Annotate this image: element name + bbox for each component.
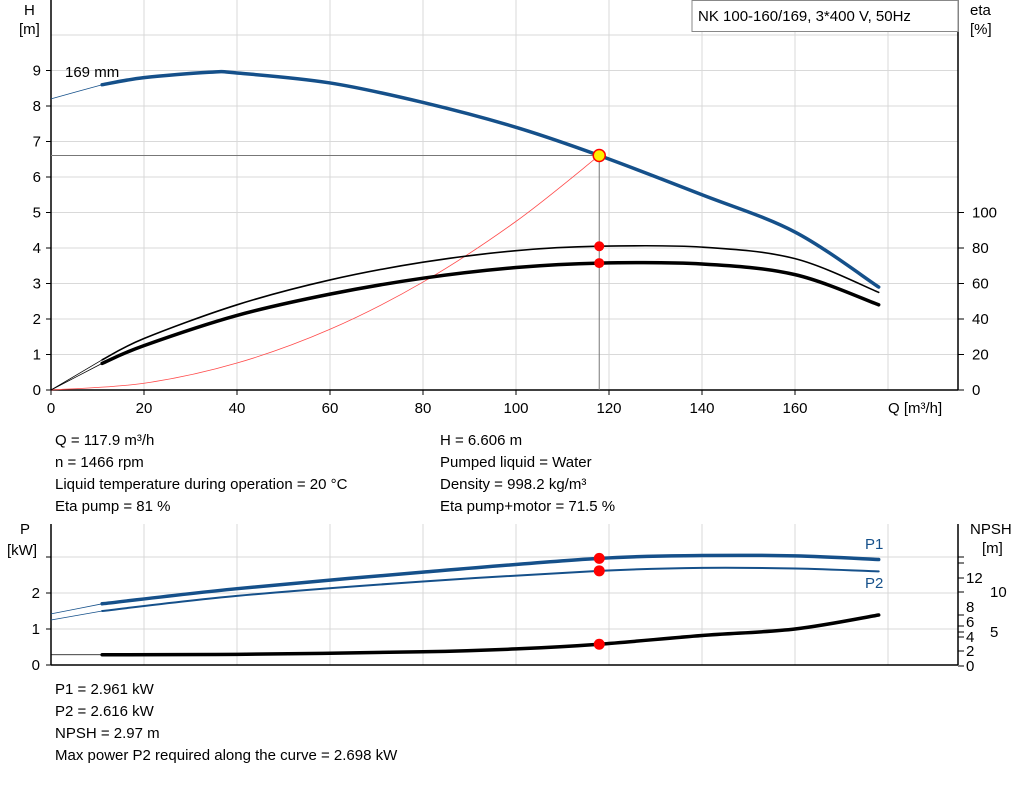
p-tick-label: 2 — [32, 585, 40, 602]
p-tick-label: 1 — [32, 621, 40, 638]
p2-point — [593, 565, 605, 577]
eta-pump-motor-curve — [100, 260, 881, 366]
info-eta-pump: Eta pump = 81 % — [55, 498, 171, 515]
eta-pump-point — [594, 241, 605, 252]
y-left-tick-label: 6 — [33, 169, 41, 186]
x-tick-label: 80 — [415, 400, 432, 417]
npsh-tick-label: 6 — [966, 614, 974, 631]
top-grid — [50, 0, 959, 391]
y-left-tick-label: 7 — [33, 134, 41, 151]
p-label: P — [20, 521, 30, 538]
npsh-label: NPSH — [970, 521, 1012, 538]
y-right-tick-label: 40 — [972, 311, 989, 328]
info-p2: P2 = 2.616 kW — [55, 703, 155, 720]
x-tick-label: 20 — [136, 400, 153, 417]
head-curve-extension — [50, 84, 103, 100]
info-h: H = 6.606 m — [440, 432, 522, 449]
curve-label-169mm: 169 mm — [65, 64, 119, 81]
y-left-tick-label: 1 — [33, 347, 41, 364]
y-right-tick-label: 0 — [972, 382, 980, 399]
y-right-label-unit: [%] — [970, 21, 992, 38]
npsh-tick-label: 5 — [990, 624, 998, 641]
p1-curve-extension — [50, 603, 103, 615]
y-left-label-h: H — [24, 2, 35, 19]
legend-text: NK 100-160/169, 3*400 V, 50Hz — [698, 8, 911, 25]
npsh-point — [593, 638, 605, 650]
y-right-tick-label: 80 — [972, 240, 989, 257]
system-curve — [50, 155, 600, 391]
y-left-tick-label: 2 — [33, 311, 41, 328]
y-left-tick-label: 5 — [33, 205, 41, 222]
npsh-tick-label: 8 — [966, 599, 974, 616]
npsh-unit: [m] — [982, 540, 1003, 557]
legend-box — [691, 0, 959, 32]
p2-curve-extension — [50, 610, 103, 621]
p1-point — [593, 552, 605, 564]
x-axis-label: Q [m³/h] — [888, 400, 942, 417]
info-max-p2: Max power P2 required along the curve = … — [55, 747, 398, 764]
x-tick-label: 100 — [503, 400, 528, 417]
info-liquid: Pumped liquid = Water — [440, 454, 592, 471]
npsh-curve — [100, 613, 881, 657]
eta-total-point — [594, 258, 605, 269]
y-left-tick-label: 4 — [33, 240, 41, 257]
x-tick-label: 60 — [322, 400, 339, 417]
npsh-tick-label: 12 — [966, 570, 983, 587]
duty-point — [592, 148, 606, 163]
info-q: Q = 117.9 m³/h — [55, 432, 154, 449]
y-left-tick-label: 0 — [33, 382, 41, 399]
info-top-left: Q = 117.9 m³/h n = 1466 rpm Liquid tempe… — [55, 432, 348, 515]
y-left-tick-label: 3 — [33, 276, 41, 293]
x-tick-label: 160 — [782, 400, 807, 417]
p-tick-label: 0 — [32, 657, 40, 674]
y-left-tick-label: 8 — [33, 98, 41, 115]
info-temp: Liquid temperature during operation = 20… — [55, 476, 348, 493]
eta-pump-curve-extension — [50, 359, 103, 391]
x-tick-label: 140 — [689, 400, 714, 417]
npsh-tick-label: 10 — [990, 584, 1007, 601]
info-p1: P1 = 2.961 kW — [55, 681, 155, 698]
info-density: Density = 998.2 kg/m³ — [440, 476, 586, 493]
x-tick-label: 40 — [229, 400, 246, 417]
y-left-tick-label: 9 — [33, 63, 41, 80]
p1-series-label: P1 — [865, 536, 883, 553]
y-left-label-unit: [m] — [19, 21, 40, 38]
info-npsh: NPSH = 2.97 m — [55, 725, 160, 742]
y-right-tick-label: 60 — [972, 276, 989, 293]
x-tick-label: 120 — [596, 400, 621, 417]
x-tick-label: 0 — [47, 400, 55, 417]
info-top-right: H = 6.606 m Pumped liquid = Water Densit… — [440, 432, 615, 515]
npsh-tick-label: 2 — [966, 643, 974, 660]
p1-curve — [100, 553, 881, 606]
info-eta-total: Eta pump+motor = 71.5 % — [440, 498, 615, 515]
bottom-curves — [50, 552, 881, 657]
info-n: n = 1466 rpm — [55, 454, 144, 471]
eta-pump-motor-curve-extension — [50, 363, 103, 391]
head-curve — [100, 69, 881, 289]
npsh-tick-label: 4 — [966, 629, 974, 646]
p-unit: [kW] — [7, 542, 37, 559]
y-right-tick-label: 100 — [972, 205, 997, 222]
p2-series-label: P2 — [865, 575, 883, 592]
top-curves — [50, 69, 881, 391]
top-tick-labels: 0 20 40 60 80 100 120 140 160 0 1 2 3 4 5 6 7 8 9 0 20 40 60 80… — [33, 63, 997, 418]
p2-curve — [101, 566, 880, 612]
npsh-tick-label: 0 — [966, 658, 974, 675]
y-right-label-eta: eta — [970, 2, 992, 19]
eta-pump-curve — [101, 244, 880, 361]
y-right-tick-label: 20 — [972, 347, 989, 364]
info-bottom: P1 = 2.961 kW P2 = 2.616 kW NPSH = 2.97 … — [55, 681, 398, 764]
